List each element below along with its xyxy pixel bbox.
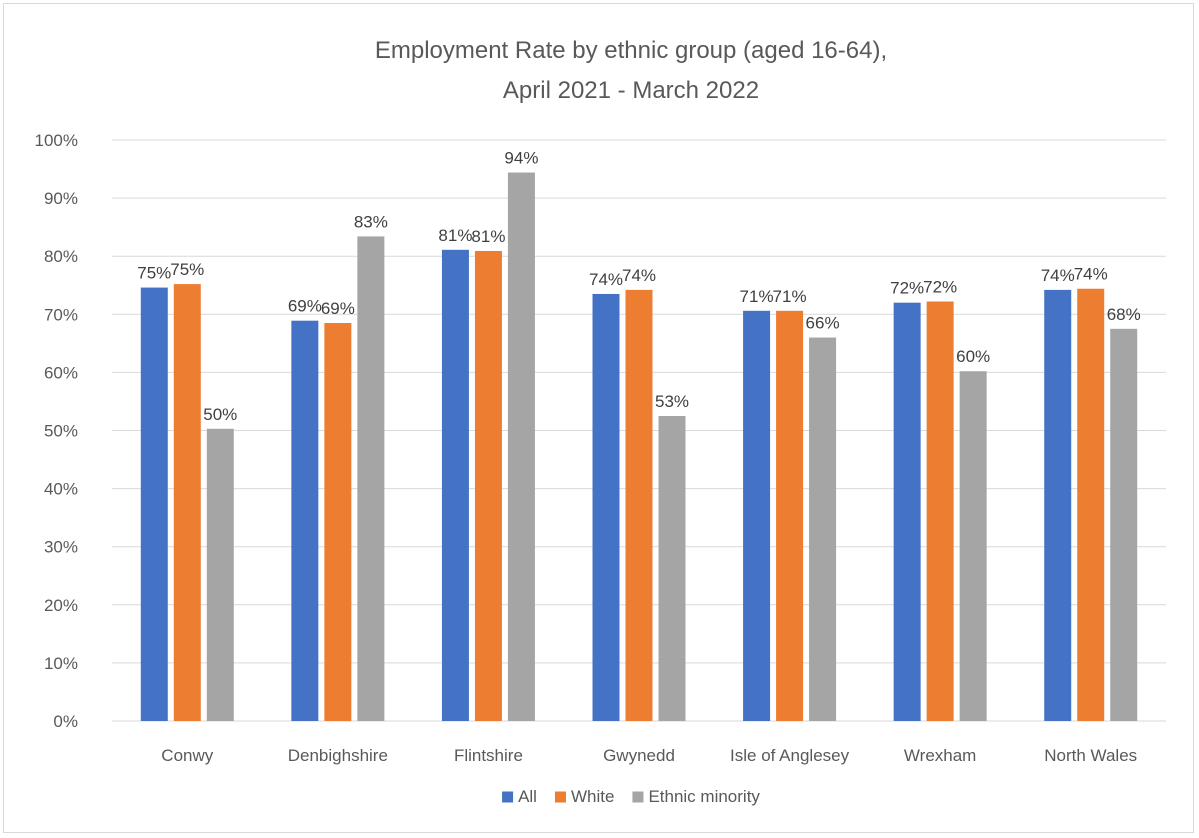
chart-title: Employment Rate by ethnic group (aged 16… xyxy=(375,37,887,104)
bar-ethnic-minority xyxy=(1110,328,1138,721)
legend-entry: All xyxy=(518,787,537,806)
y-tick-label: 90% xyxy=(44,189,78,208)
data-labels: 75%75%50%69%69%83%81%81%94%74%74%53%71%7… xyxy=(137,149,1140,424)
bar-all xyxy=(743,310,771,721)
category-label: Conwy xyxy=(161,746,213,765)
legend-swatch xyxy=(554,791,566,803)
data-label: 66% xyxy=(806,314,840,333)
category-label: Wrexham xyxy=(904,746,976,765)
data-label: 69% xyxy=(321,299,355,318)
bar-all xyxy=(140,287,168,721)
legend-swatch xyxy=(502,791,514,803)
category-label: Flintshire xyxy=(454,746,523,765)
bar-ethnic-minority xyxy=(809,337,837,721)
bar-white xyxy=(324,323,352,721)
y-tick-label: 50% xyxy=(44,422,78,441)
bar-white xyxy=(173,284,201,721)
bar-white xyxy=(625,289,653,721)
bar-ethnic-minority xyxy=(357,236,385,722)
y-tick-label: 70% xyxy=(44,305,78,324)
data-label: 74% xyxy=(1074,265,1108,284)
gridlines xyxy=(112,139,1166,722)
legend-entry: White xyxy=(571,787,614,806)
bar-all xyxy=(1044,289,1072,721)
bar-white xyxy=(776,310,804,721)
data-label: 74% xyxy=(589,270,623,289)
data-label: 83% xyxy=(354,212,388,231)
bars xyxy=(140,172,1138,722)
y-tick-label: 80% xyxy=(44,247,78,266)
category-label: Denbighshire xyxy=(288,746,388,765)
data-label: 75% xyxy=(137,264,171,283)
bar-ethnic-minority xyxy=(206,428,234,721)
y-tick-label: 10% xyxy=(44,654,78,673)
x-axis-categories: Conwy Denbighshire Flintshire Gwynedd Isle o… xyxy=(161,746,1137,765)
bar-all xyxy=(592,293,620,721)
y-tick-label: 20% xyxy=(44,596,78,615)
category-label: North Wales xyxy=(1044,746,1137,765)
y-tick-label: 60% xyxy=(44,363,78,382)
legend-entry: Ethnic minority xyxy=(648,787,760,806)
bar-white xyxy=(1077,288,1105,721)
data-label: 68% xyxy=(1107,305,1141,324)
category-label: Isle of Anglesey xyxy=(730,746,850,765)
chart-title-line-1: Employment Rate by ethnic group (aged 16… xyxy=(375,37,887,64)
data-label: 81% xyxy=(471,227,505,246)
data-label: 71% xyxy=(773,287,807,306)
bar-all xyxy=(291,320,319,721)
data-label: 72% xyxy=(923,278,957,297)
y-axis-ticks: 0% 10% 20% 30% 40% 50% 60% 70% 80% 90% 100% xyxy=(35,131,78,731)
data-label: 74% xyxy=(1041,266,1075,285)
bar-ethnic-minority xyxy=(658,415,686,721)
category-label: Gwynedd xyxy=(603,746,675,765)
data-label: 81% xyxy=(438,226,472,245)
y-tick-label: 100% xyxy=(35,131,78,150)
bar-all xyxy=(893,302,921,721)
bar-ethnic-minority xyxy=(959,371,987,721)
bar-white xyxy=(474,250,502,721)
data-label: 72% xyxy=(890,279,924,298)
y-tick-label: 0% xyxy=(53,712,78,731)
data-label: 69% xyxy=(288,297,322,316)
bar-all xyxy=(441,249,469,721)
bar-ethnic-minority xyxy=(507,172,535,721)
y-tick-label: 30% xyxy=(44,538,78,557)
y-tick-label: 40% xyxy=(44,480,78,499)
data-label: 74% xyxy=(622,266,656,285)
data-label: 75% xyxy=(170,260,204,279)
legend-swatch xyxy=(632,791,644,803)
data-label: 71% xyxy=(740,287,774,306)
data-label: 60% xyxy=(956,347,990,366)
data-label: 53% xyxy=(655,392,689,411)
bar-white xyxy=(926,301,954,721)
data-label: 94% xyxy=(504,149,538,168)
data-label: 50% xyxy=(203,405,237,424)
legend: All White Ethnic minority xyxy=(502,787,760,806)
chart-title-line-2: April 2021 - March 2022 xyxy=(503,77,759,104)
